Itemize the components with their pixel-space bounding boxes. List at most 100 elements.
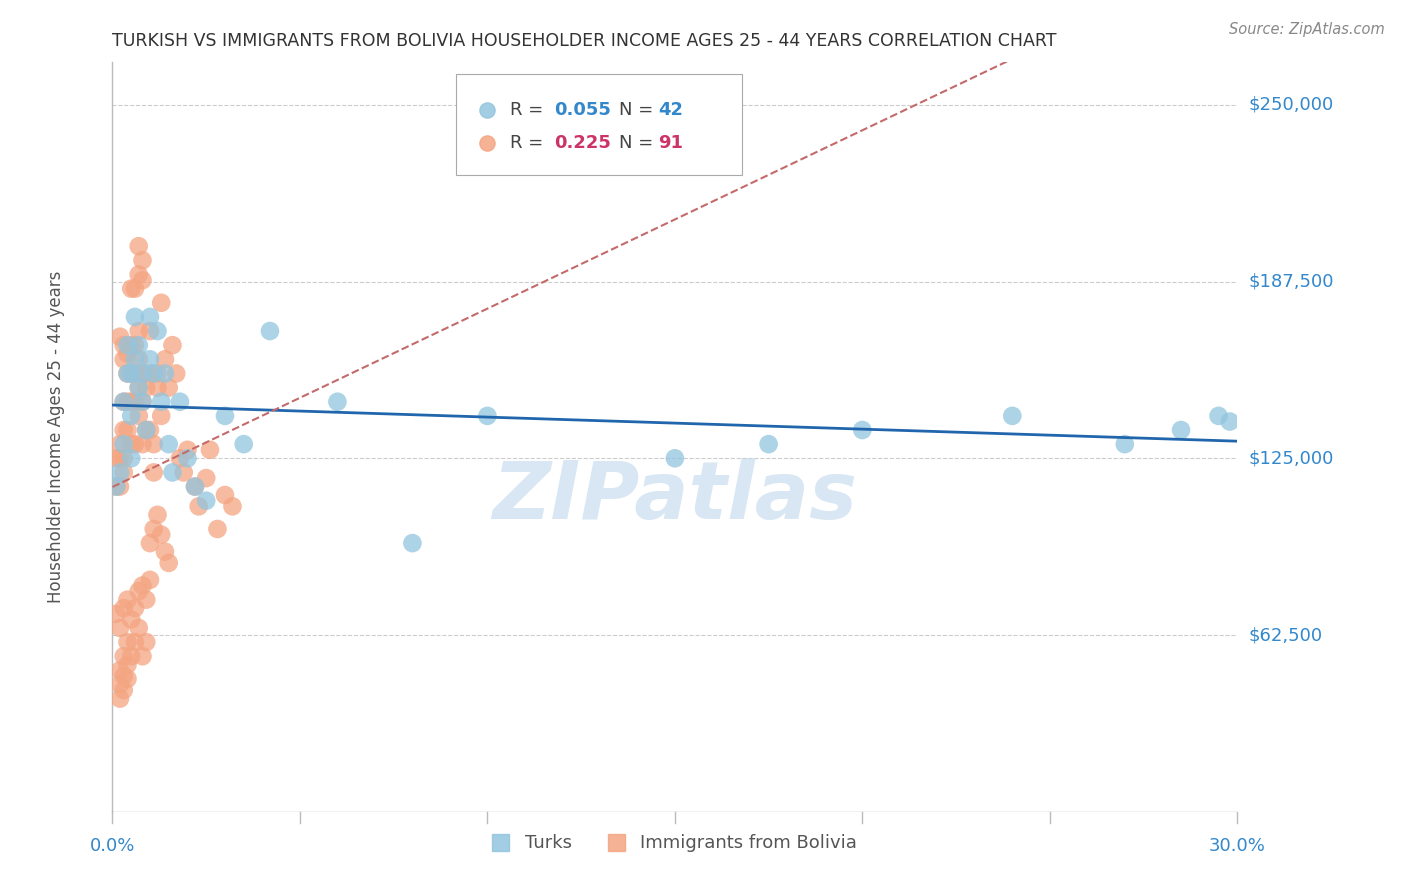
Point (108, 437, 131, 451)
Text: 0.055: 0.055 (554, 101, 612, 119)
Point (131, 367, 153, 381)
Point (146, 381, 169, 395)
Point (124, 437, 146, 451)
Point (112, 394, 135, 409)
Point (108, 621, 131, 635)
Point (195, 493, 218, 508)
Point (153, 352, 176, 367)
Point (108, 329, 131, 343)
Point (173, 466, 195, 480)
Point (131, 367, 153, 381)
Point (139, 352, 162, 367)
Point (131, 273, 153, 287)
Point (142, 437, 165, 451)
Point (112, 394, 135, 409)
Point (1001, 409, 1024, 423)
Point (477, 409, 499, 423)
Text: N =: N = (619, 134, 658, 152)
Point (108, 677, 131, 691)
Point (120, 409, 142, 423)
Point (758, 437, 780, 451)
Point (105, 607, 128, 621)
Point (195, 471, 218, 485)
Point (112, 451, 135, 466)
Point (1114, 437, 1136, 451)
FancyBboxPatch shape (456, 74, 742, 175)
Point (124, 282, 146, 296)
Point (128, 409, 150, 423)
Point (128, 381, 150, 395)
Text: $125,000: $125,000 (1249, 450, 1334, 467)
Point (128, 324, 150, 338)
Point (1350, 805, 1372, 819)
Point (117, 346, 139, 360)
Text: Source: ZipAtlas.com: Source: ZipAtlas.com (1229, 22, 1385, 37)
Point (120, 338, 142, 352)
Point (112, 338, 135, 352)
Point (112, 352, 135, 367)
Point (664, 451, 686, 466)
Point (124, 394, 146, 409)
Point (146, 367, 169, 381)
Point (108, 466, 131, 480)
Point (1350, 805, 1372, 819)
Point (128, 338, 150, 352)
Text: TURKISH VS IMMIGRANTS FROM BOLIVIA HOUSEHOLDER INCOME AGES 25 - 44 YEARS CORRELA: TURKISH VS IMMIGRANTS FROM BOLIVIA HOUSE… (112, 32, 1057, 50)
Point (146, 324, 169, 338)
Point (157, 381, 180, 395)
Point (214, 409, 236, 423)
Point (117, 367, 139, 381)
Text: $62,500: $62,500 (1249, 626, 1323, 644)
Point (1219, 415, 1241, 429)
Point (120, 394, 142, 409)
Point (135, 423, 157, 437)
Point (162, 466, 184, 480)
Point (112, 669, 135, 683)
Point (131, 578, 153, 592)
Point (146, 508, 169, 522)
Point (128, 239, 150, 253)
Point (128, 381, 150, 395)
Point (128, 268, 150, 282)
Point (131, 437, 153, 451)
Point (117, 394, 139, 409)
Point (207, 522, 229, 536)
Point (128, 352, 150, 367)
Point (1170, 423, 1192, 437)
Point (176, 451, 198, 466)
Point (117, 635, 139, 649)
Point (128, 584, 150, 599)
Point (120, 367, 142, 381)
Point (124, 635, 146, 649)
Point (851, 423, 873, 437)
Point (120, 367, 142, 381)
Point (112, 466, 135, 480)
Point (108, 691, 131, 706)
Point (117, 672, 139, 686)
Point (124, 338, 146, 352)
Point (259, 324, 281, 338)
Point (124, 310, 146, 324)
Point (176, 442, 198, 457)
Text: 42: 42 (658, 101, 683, 119)
Point (135, 423, 157, 437)
Text: $250,000: $250,000 (1249, 95, 1334, 114)
Point (124, 601, 146, 615)
Point (169, 451, 191, 466)
Point (108, 664, 131, 678)
Point (112, 423, 135, 437)
Point (153, 367, 176, 381)
Point (214, 488, 236, 502)
Point (135, 381, 157, 395)
Point (187, 500, 209, 514)
Text: R =: R = (509, 134, 548, 152)
Point (150, 409, 173, 423)
Point (150, 394, 173, 409)
Point (142, 522, 165, 536)
Point (117, 423, 139, 437)
Point (120, 612, 142, 626)
Point (112, 649, 135, 664)
Point (139, 310, 162, 324)
Point (120, 437, 142, 451)
Point (131, 394, 153, 409)
